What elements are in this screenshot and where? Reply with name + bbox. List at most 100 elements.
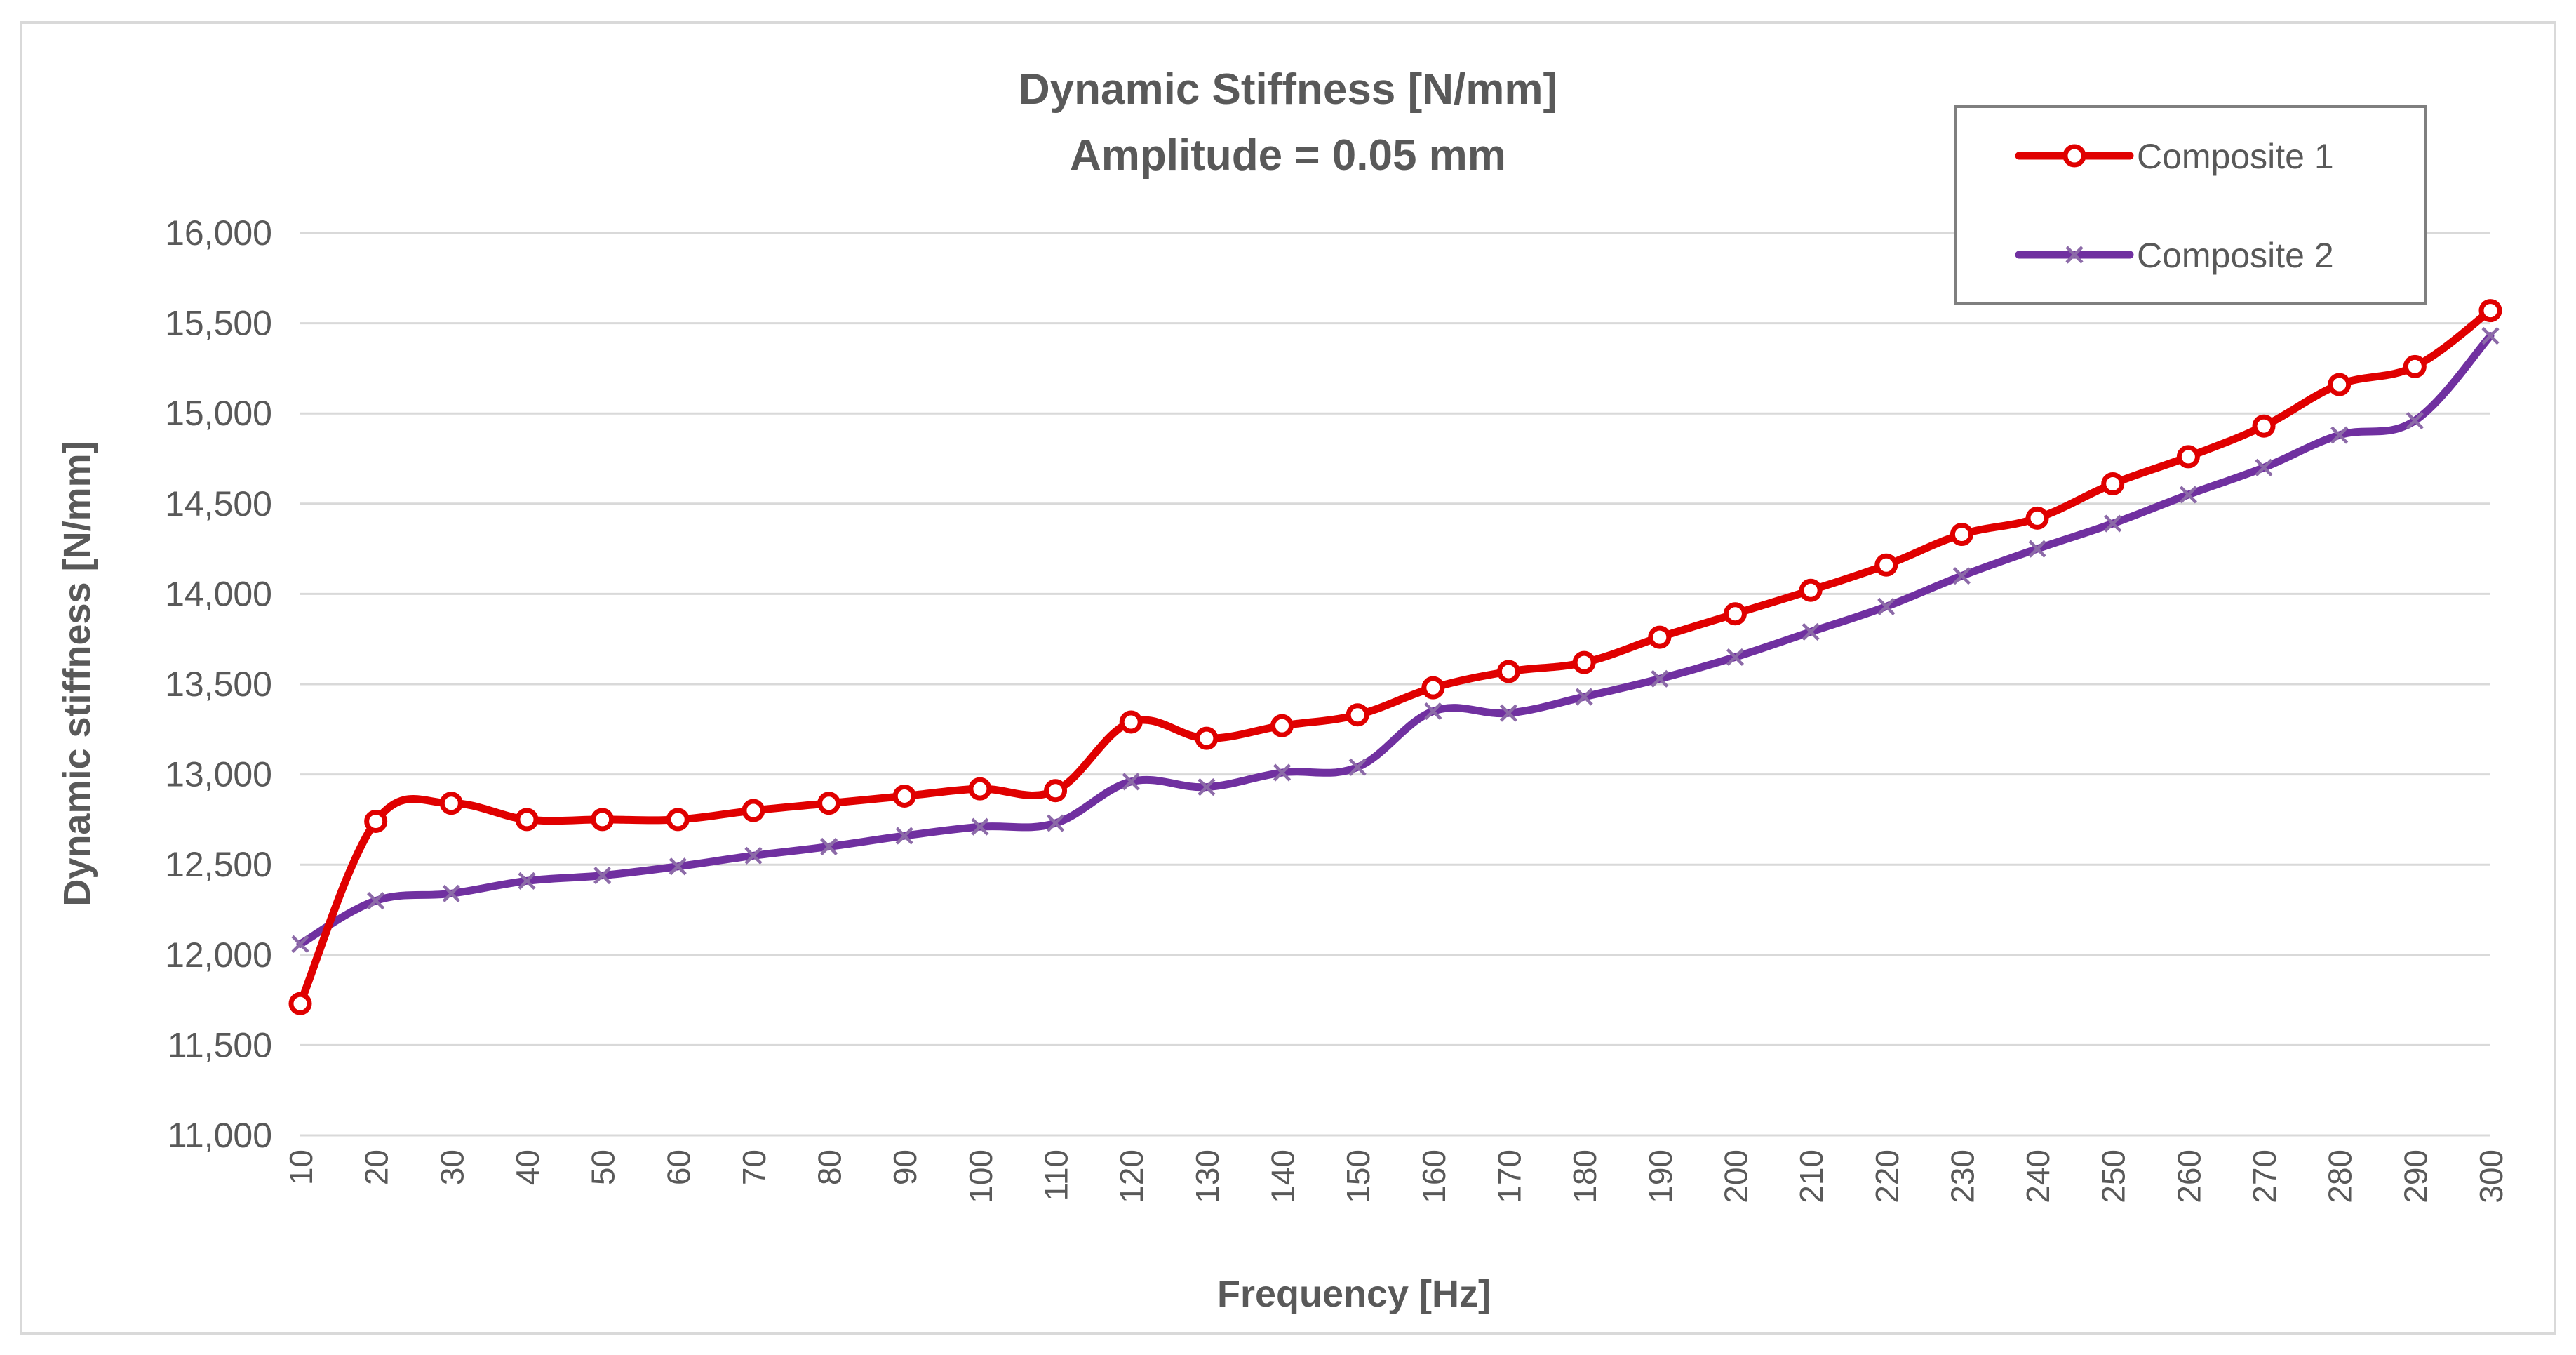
x-tick-label: 300 xyxy=(2473,1149,2509,1203)
y-tick-label: 11,000 xyxy=(168,1116,272,1155)
legend-box xyxy=(1954,105,2427,305)
legend-marker xyxy=(2062,144,2086,168)
x-tick-label: 290 xyxy=(2397,1149,2434,1203)
data-point-composite-1 xyxy=(1044,779,1068,803)
data-point-composite-2 xyxy=(2104,514,2122,533)
y-tick-label: 11,500 xyxy=(168,1025,272,1064)
data-point-composite-1 xyxy=(1648,625,1672,649)
x-tick-label: 50 xyxy=(585,1149,622,1185)
data-point-composite-1 xyxy=(666,808,690,832)
data-point-composite-1 xyxy=(2025,506,2049,530)
x-axis-label: Frequency [Hz] xyxy=(1217,1273,1491,1315)
data-point-composite-2 xyxy=(291,935,309,953)
data-point-composite-1 xyxy=(288,992,312,1015)
data-point-composite-2 xyxy=(819,837,838,856)
y-tick-label: 12,500 xyxy=(165,845,272,884)
chart-title-line-1: Dynamic Stiffness [N/mm] xyxy=(1019,65,1557,114)
x-tick-label: 250 xyxy=(2095,1149,2132,1203)
y-tick-label: 12,000 xyxy=(165,935,272,975)
x-tick-label: 40 xyxy=(509,1149,546,1185)
data-point-composite-1 xyxy=(2403,354,2427,378)
x-tick-label: 170 xyxy=(1491,1149,1527,1203)
data-point-composite-2 xyxy=(1348,758,1367,776)
x-tick-label: 210 xyxy=(1793,1149,1830,1203)
data-point-composite-2 xyxy=(593,867,612,885)
x-tick-label: 140 xyxy=(1265,1149,1301,1203)
data-point-composite-1 xyxy=(591,808,615,832)
data-point-composite-2 xyxy=(1273,763,1292,782)
data-point-composite-2 xyxy=(2255,458,2273,476)
data-point-composite-1 xyxy=(1195,726,1219,750)
legend: Composite 1 Composite 2 xyxy=(1954,105,2427,305)
data-point-composite-1 xyxy=(1874,553,1898,577)
x-tick-label: 30 xyxy=(434,1149,470,1185)
legend-items: Composite 1 Composite 2 xyxy=(2015,137,2334,275)
x-tick-label: 90 xyxy=(887,1149,923,1185)
x-tick-label: 150 xyxy=(1340,1149,1376,1203)
data-point-composite-2 xyxy=(1046,814,1065,832)
data-point-composite-2 xyxy=(2028,540,2046,558)
data-point-composite-1 xyxy=(2252,414,2276,438)
y-tick-label: 13,500 xyxy=(165,665,272,704)
data-point-composite-1 xyxy=(892,784,916,808)
x-tick-label: 80 xyxy=(812,1149,848,1185)
x-tick-label: 260 xyxy=(2171,1149,2207,1203)
series-markers xyxy=(288,299,2502,1015)
data-point-composite-2 xyxy=(1575,688,1593,706)
x-tick-label: 130 xyxy=(1189,1149,1226,1203)
x-tick-label: 120 xyxy=(1113,1149,1150,1203)
x-tick-label: 110 xyxy=(1038,1149,1075,1201)
y-tick-labels: 11,000 11,500 12,000 12,500 13,000 13,500 14,0… xyxy=(165,213,272,1155)
data-point-composite-1 xyxy=(1572,650,1596,674)
data-point-composite-1 xyxy=(1496,660,1520,683)
data-point-composite-1 xyxy=(1421,676,1445,700)
x-tick-label: 240 xyxy=(2020,1149,2056,1203)
x-tick-label: 160 xyxy=(1416,1149,1452,1203)
data-point-composite-2 xyxy=(669,857,687,876)
data-point-composite-2 xyxy=(1122,773,1140,791)
x-tick-label: 60 xyxy=(660,1149,697,1185)
y-axis-label: Dynamic stiffness [N/mm] xyxy=(56,441,98,906)
data-point-composite-2 xyxy=(518,872,536,890)
data-point-composite-1 xyxy=(817,792,841,815)
data-point-composite-2 xyxy=(1424,702,1442,721)
x-tick-label: 230 xyxy=(1944,1149,1980,1203)
y-tick-label: 14,000 xyxy=(165,574,272,613)
data-point-composite-2 xyxy=(2330,426,2349,444)
data-point-composite-1 xyxy=(364,809,388,833)
y-tick-label: 14,500 xyxy=(165,484,272,523)
data-point-composite-2 xyxy=(971,817,989,836)
y-gridlines xyxy=(300,232,2490,1137)
data-point-composite-2 xyxy=(367,892,385,910)
data-point-composite-1 xyxy=(2176,445,2200,469)
data-point-composite-1 xyxy=(2478,299,2502,323)
y-tick-label: 15,500 xyxy=(165,304,272,343)
data-point-composite-2 xyxy=(1877,597,1896,615)
x-tick-label: 100 xyxy=(962,1149,999,1203)
data-point-composite-1 xyxy=(1723,602,1747,626)
data-point-composite-1 xyxy=(1799,578,1823,602)
data-point-composite-2 xyxy=(1952,567,1971,585)
x-tick-label: 10 xyxy=(283,1149,319,1185)
legend-label: Composite 2 xyxy=(2137,236,2334,275)
x-tick-label: 200 xyxy=(1717,1149,1754,1203)
legend-marker xyxy=(2065,246,2084,264)
x-tick-label: 180 xyxy=(1567,1149,1603,1203)
x-tick-label: 270 xyxy=(2246,1149,2283,1203)
data-point-composite-1 xyxy=(1950,523,1973,547)
data-point-composite-1 xyxy=(742,799,765,822)
data-point-composite-1 xyxy=(968,777,992,801)
data-point-composite-1 xyxy=(515,808,539,832)
data-point-composite-1 xyxy=(2328,373,2352,396)
x-tick-label: 20 xyxy=(358,1149,395,1185)
x-tick-label: 280 xyxy=(2322,1149,2359,1203)
chart-title-line-2: Amplitude = 0.05 mm xyxy=(1070,131,1506,180)
series-line-composite-2 xyxy=(296,332,2495,948)
data-point-composite-2 xyxy=(1198,778,1216,796)
data-point-composite-2 xyxy=(442,884,460,902)
data-point-composite-2 xyxy=(1802,622,1820,641)
data-point-composite-2 xyxy=(744,846,763,865)
x-tick-label: 220 xyxy=(1869,1149,1905,1203)
data-point-composite-2 xyxy=(1726,648,1745,667)
